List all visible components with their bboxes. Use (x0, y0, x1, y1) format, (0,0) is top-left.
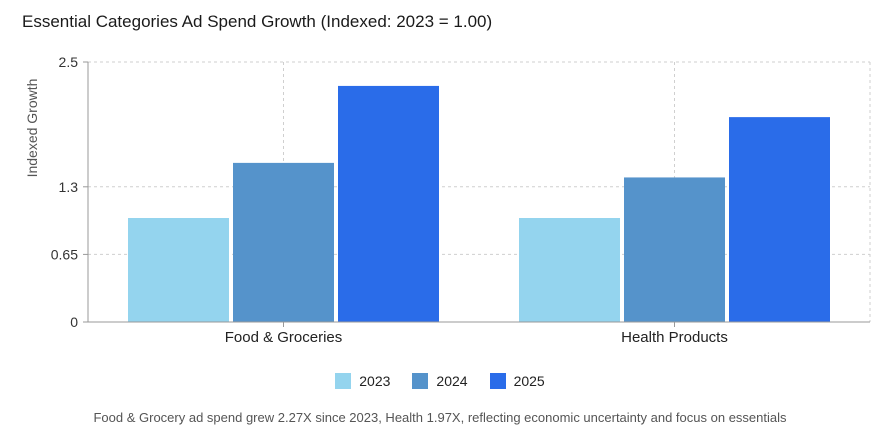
bar (624, 177, 725, 322)
legend-label: 2024 (436, 373, 468, 389)
tick-labels: 0 0.65 1.3 2.5 Food & Groceries Health Produc… (51, 54, 728, 346)
axes (83, 61, 870, 327)
bar (338, 85, 439, 322)
x-tick-label: Health Products (621, 329, 728, 346)
bar (519, 218, 620, 322)
legend-swatch (335, 373, 352, 389)
y-tick-label: 0.65 (51, 246, 78, 262)
y-axis-label: Indexed Growth (24, 79, 40, 178)
legend-swatch (412, 373, 429, 389)
legend-label: 2025 (513, 373, 545, 389)
y-tick-label: 0 (70, 314, 78, 330)
chart-caption: Food & Grocery ad spend grew 2.27X since… (93, 410, 787, 425)
bar (729, 117, 830, 323)
legend-label: 2023 (359, 373, 391, 389)
chart-title: Essential Categories Ad Spend Growth (In… (22, 12, 493, 31)
x-tick-label: Food & Groceries (225, 329, 343, 346)
y-tick-label: 1.3 (59, 179, 79, 195)
bar (128, 218, 229, 322)
legend-item: 2024 (412, 373, 468, 389)
legend-item: 2023 (335, 373, 390, 389)
bar (233, 162, 334, 322)
legend: 2023 2024 2025 (0, 373, 880, 389)
y-tick-label: 2.5 (59, 54, 79, 70)
legend-item: 2025 (489, 373, 545, 389)
bars (128, 85, 830, 323)
legend-swatch (489, 373, 506, 389)
